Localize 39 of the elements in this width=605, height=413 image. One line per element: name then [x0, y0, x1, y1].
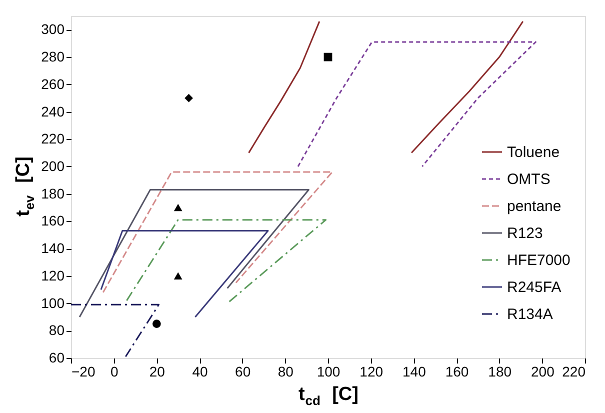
x-tick-label: 20	[149, 364, 166, 380]
y-tick-label: 280	[41, 48, 65, 65]
x-tick-label: 220	[562, 364, 586, 380]
y-tick-label: 160	[41, 212, 65, 229]
x-tick-label: 60	[235, 364, 251, 380]
y-tick-label: 60	[48, 350, 65, 366]
x-tick-label: 0	[110, 364, 118, 380]
x-tick-label: 160	[445, 364, 469, 380]
y-tick-label: 100	[41, 294, 65, 311]
x-tick-label: 40	[192, 364, 208, 380]
y-tick-label: 140	[41, 240, 65, 256]
point	[174, 204, 182, 212]
x-tick-label: 140	[402, 364, 426, 380]
legend-label: pentane	[507, 198, 562, 215]
y-tick-label: 120	[41, 267, 65, 284]
x-tick-label: 80	[278, 364, 294, 380]
y-tick-label: 220	[41, 130, 65, 147]
x-tick-label: 100	[316, 364, 340, 380]
point	[324, 52, 332, 62]
legend-label: R245FA	[507, 279, 562, 296]
legend-label: R134A	[507, 306, 553, 323]
y-tick-label: 180	[41, 185, 65, 202]
legend-label: R123	[507, 225, 543, 242]
point	[152, 320, 161, 328]
point	[184, 94, 193, 102]
y-axis-title: tev [C]	[13, 156, 37, 217]
x-tick-label: 200	[530, 364, 555, 380]
legend-label: Toluene	[507, 144, 560, 161]
x-tick-label: 180	[488, 364, 512, 380]
legend-label: HFE7000	[507, 252, 570, 269]
y-tick-label: 260	[41, 76, 65, 92]
legend-label: OMTS	[507, 171, 550, 188]
y-tick-label: 200	[41, 158, 65, 174]
point	[174, 272, 182, 280]
y-tick-label: 240	[41, 103, 65, 120]
x-tick-label: 120	[360, 364, 384, 380]
y-tick-label: 80	[48, 322, 65, 338]
y-tick-label: 300	[41, 21, 65, 38]
x-tick-label: −20	[72, 364, 96, 380]
